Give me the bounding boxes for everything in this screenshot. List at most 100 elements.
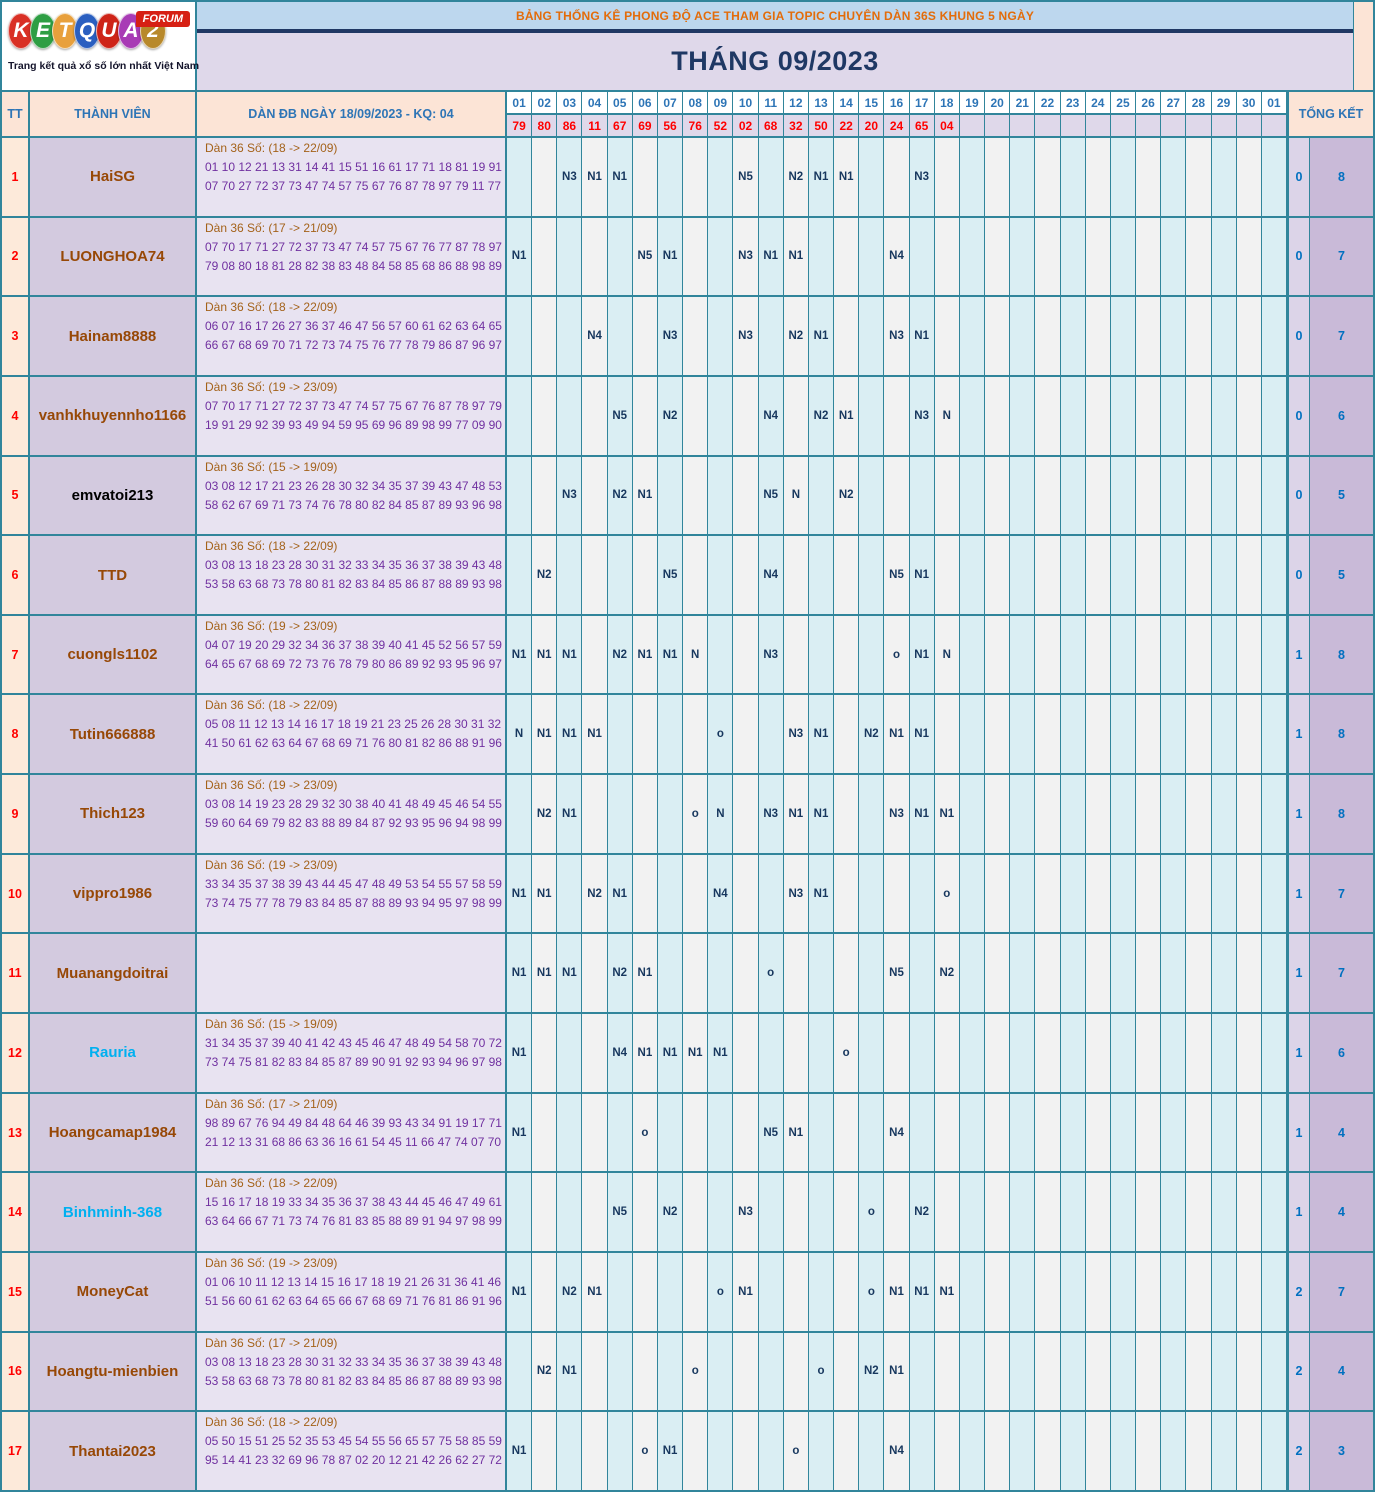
member-name[interactable]: Thantai2023 bbox=[30, 1412, 197, 1490]
marker-cell bbox=[1010, 217, 1036, 296]
member-name[interactable]: vippro1986 bbox=[30, 854, 197, 933]
marker-cell bbox=[1161, 1252, 1187, 1331]
day-header-cell: 25 bbox=[1110, 92, 1137, 115]
marker-cell bbox=[1211, 695, 1237, 774]
marker-cell bbox=[1236, 1093, 1262, 1172]
marker-cell: N2 bbox=[783, 138, 809, 216]
marker-cell bbox=[557, 536, 583, 614]
member-name[interactable]: Tutin666888 bbox=[30, 695, 197, 774]
member-name[interactable]: Rauria bbox=[30, 1014, 197, 1092]
marker-cell bbox=[859, 536, 885, 614]
marker-cell bbox=[1136, 1173, 1162, 1251]
marker-cell: N bbox=[683, 615, 709, 694]
marker-grid: N5 N2 N4 N2 N1 N3 N bbox=[507, 376, 1287, 455]
marker-cell bbox=[1110, 934, 1137, 1013]
member-name[interactable]: Hainam8888 bbox=[30, 297, 197, 375]
row-index: 1 bbox=[2, 138, 30, 216]
marker-cell bbox=[985, 376, 1011, 455]
marker-cell bbox=[859, 775, 885, 853]
marker-cell bbox=[708, 456, 734, 535]
marker-cell bbox=[985, 695, 1011, 774]
member-name[interactable]: Hoangcamap1984 bbox=[30, 1093, 197, 1172]
marker-cell bbox=[959, 138, 986, 216]
marker-cell bbox=[1236, 1412, 1262, 1490]
marker-cell bbox=[1085, 217, 1111, 296]
marker-cell bbox=[1085, 297, 1111, 375]
marker-cell bbox=[708, 934, 734, 1013]
marker-cell bbox=[532, 1093, 558, 1172]
marker-cell bbox=[733, 695, 759, 774]
marker-cell bbox=[1236, 615, 1262, 694]
marker-cell: N1 bbox=[507, 1093, 533, 1172]
marker-cell bbox=[733, 536, 759, 614]
marker-cell bbox=[1211, 217, 1237, 296]
marker-cell bbox=[1010, 775, 1036, 853]
total-score: 7 bbox=[1309, 854, 1373, 933]
marker-cell bbox=[1035, 376, 1061, 455]
marker-cell bbox=[1060, 695, 1086, 774]
marker-cell bbox=[1060, 536, 1086, 614]
member-name[interactable]: Muanangdoitrai bbox=[30, 934, 197, 1013]
table-body: 1 HaiSG Dàn 36 Số: (18 -> 22/09) 01 10 12 2… bbox=[2, 136, 1373, 1490]
member-name[interactable]: emvatoi213 bbox=[30, 456, 197, 535]
marker-cell: o bbox=[783, 1412, 809, 1490]
total-miss: 1 bbox=[1287, 1093, 1309, 1172]
member-name[interactable]: Hoangtu-mienbien bbox=[30, 1332, 197, 1411]
member-name[interactable]: HaiSG bbox=[30, 138, 197, 216]
marker-cell: o bbox=[808, 1332, 835, 1411]
marker-cell bbox=[507, 1173, 533, 1251]
marker-cell bbox=[859, 1412, 885, 1490]
member-name[interactable]: Thich123 bbox=[30, 775, 197, 853]
marker-cell bbox=[1136, 854, 1162, 933]
marker-cell bbox=[1085, 854, 1111, 933]
marker-cell: o bbox=[683, 1332, 709, 1411]
marker-cell bbox=[884, 1173, 910, 1251]
marker-cell bbox=[1261, 536, 1287, 614]
marker-grid: N2 N5 N4 N5 N1 bbox=[507, 536, 1287, 614]
day-header-cell: 07 bbox=[657, 92, 684, 115]
member-name[interactable]: cuongls1102 bbox=[30, 615, 197, 694]
member-name[interactable]: TTD bbox=[30, 536, 197, 614]
marker-cell bbox=[934, 1093, 960, 1172]
marker-cell bbox=[1085, 1412, 1111, 1490]
marker-cell bbox=[1236, 1252, 1262, 1331]
member-name[interactable]: vanhkhuyennho1166 bbox=[30, 376, 197, 455]
marker-cell bbox=[683, 456, 709, 535]
dan-cell: Dàn 36 Số: (19 -> 23/09) 07 70 17 71 27 7… bbox=[197, 376, 507, 455]
marker-cell bbox=[1136, 536, 1162, 614]
result-cell bbox=[1236, 115, 1262, 136]
marker-cell bbox=[909, 1093, 935, 1172]
table-row: 1 HaiSG Dàn 36 Số: (18 -> 22/09) 01 10 12 2… bbox=[2, 136, 1373, 216]
dan-range: Dàn 36 Số: (19 -> 23/09) bbox=[205, 379, 338, 394]
marker-cell bbox=[1060, 934, 1086, 1013]
marker-cell: N1 bbox=[909, 615, 935, 694]
total-score: 8 bbox=[1309, 615, 1373, 694]
result-cell: 32 bbox=[783, 115, 809, 136]
marker-cell bbox=[1161, 1412, 1187, 1490]
total-miss: 0 bbox=[1287, 376, 1309, 455]
marker-cell bbox=[1136, 1252, 1162, 1331]
marker-cell bbox=[934, 1014, 960, 1092]
member-name[interactable]: LUONGHOA74 bbox=[30, 217, 197, 296]
marker-cell bbox=[507, 138, 533, 216]
marker-cell bbox=[758, 1412, 784, 1490]
dan-range: Dàn 36 Số: (19 -> 23/09) bbox=[205, 1255, 338, 1270]
marker-cell bbox=[934, 695, 960, 774]
marker-cell: N2 bbox=[859, 1332, 885, 1411]
member-name[interactable]: MoneyCat bbox=[30, 1252, 197, 1331]
marker-cell: N1 bbox=[934, 775, 960, 853]
result-cell bbox=[1261, 115, 1287, 136]
member-name[interactable]: Binhminh-368 bbox=[30, 1173, 197, 1251]
marker-cell bbox=[557, 1173, 583, 1251]
total-score: 8 bbox=[1309, 695, 1373, 774]
marker-cell: N1 bbox=[582, 1252, 608, 1331]
marker-cell: N5 bbox=[607, 1173, 633, 1251]
marker-cell bbox=[758, 1252, 784, 1331]
marker-cell: N bbox=[934, 615, 960, 694]
marker-cell bbox=[1060, 615, 1086, 694]
dan-range: Dàn 36 Số: (18 -> 22/09) bbox=[205, 698, 338, 713]
row-index: 3 bbox=[2, 297, 30, 375]
dan-cell: Dàn 36 Số: (18 -> 22/09) 05 08 11 12 13 1… bbox=[197, 695, 507, 774]
